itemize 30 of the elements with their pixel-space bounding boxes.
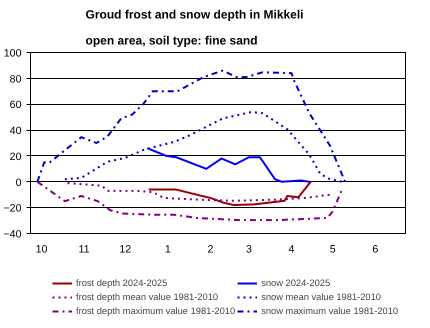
x-tick-label: 11 <box>78 244 90 256</box>
y-tick-label: 60 <box>10 99 22 112</box>
line-series <box>36 180 344 222</box>
line-series <box>146 147 310 183</box>
x-tick-label: 3 <box>246 244 252 256</box>
y-tick-label: −20 <box>3 202 22 215</box>
x-tick-label: 4 <box>288 244 295 256</box>
chart-subtitle: open area, soil type: fine sand <box>86 34 258 48</box>
x-tick-label: 2 <box>207 244 214 256</box>
y-tick-label: 20 <box>10 150 22 163</box>
legend-label: frost depth mean value 1981-2010 <box>76 291 218 303</box>
y-tick-label: 100 <box>4 48 22 60</box>
x-tick-label: 1 <box>164 244 171 256</box>
legend-label: snow 2024-2025 <box>261 277 330 289</box>
x-tick-label: 10 <box>36 244 48 256</box>
legend-label: snow maximum value 1981-2010 <box>261 305 398 317</box>
line-series <box>36 70 346 183</box>
legend-label: snow mean value 1981-2010 <box>261 291 381 303</box>
y-tick-label: 0 <box>16 176 22 189</box>
x-tick-label: 12 <box>119 244 132 256</box>
line-series <box>148 180 312 206</box>
line-series <box>66 182 331 202</box>
legend-label: frost depth 2024-2025 <box>76 277 168 289</box>
legend-label: frost depth maximum value 1981-2010 <box>76 305 236 317</box>
y-tick-label: 40 <box>10 125 22 138</box>
y-tick-label: −40 <box>3 228 22 240</box>
y-tick-label: 80 <box>10 73 22 86</box>
x-tick-label: 6 <box>372 244 378 256</box>
chart-title: Groud frost and snow depth in Mikkeli <box>86 8 304 22</box>
x-tick-label: 5 <box>330 244 336 256</box>
